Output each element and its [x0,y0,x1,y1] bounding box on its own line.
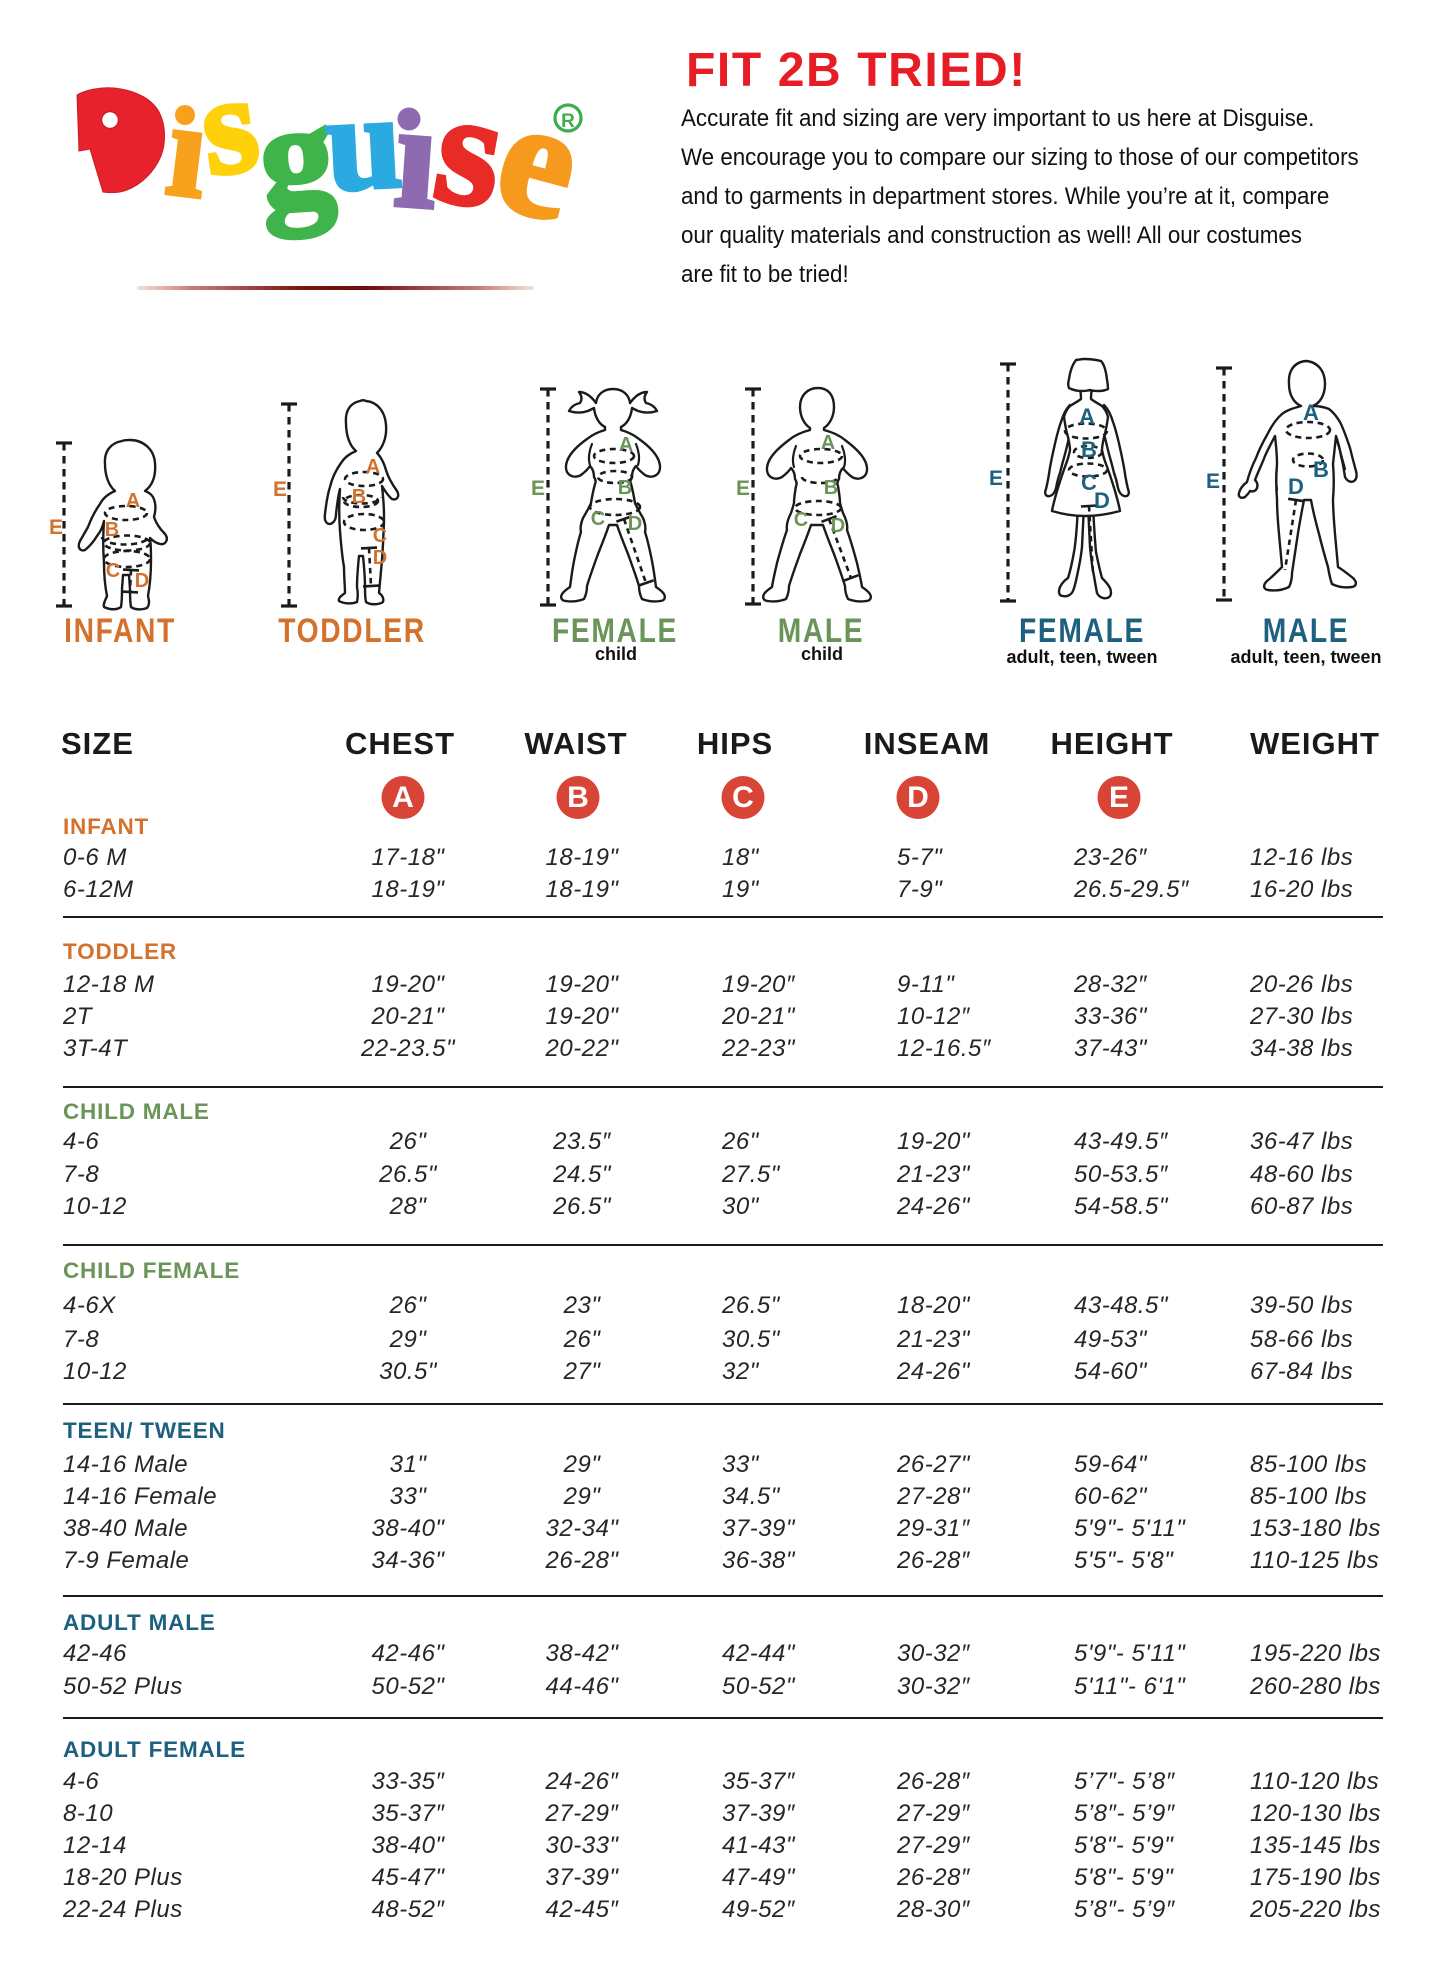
svg-text:B: B [618,477,632,499]
svg-text:g: g [254,72,339,241]
svg-text:B: B [105,519,119,541]
svg-text:u: u [322,67,405,220]
svg-text:E: E [531,477,545,500]
svg-text:D: D [628,513,642,535]
svg-text:A: A [821,432,835,454]
svg-text:D: D [1094,488,1110,513]
svg-text:E: E [989,467,1003,490]
svg-text:E: E [49,516,63,539]
svg-text:E: E [273,478,287,501]
svg-text:R: R [561,111,575,132]
svg-text:D: D [373,547,387,569]
svg-text:C: C [591,508,605,530]
svg-text:D: D [1288,474,1304,499]
svg-text:A: A [1079,404,1095,429]
svg-text:B: B [1313,457,1329,482]
svg-text:D: D [831,515,845,537]
svg-text:C: C [373,525,387,547]
svg-text:A: A [619,434,633,456]
svg-text:B: B [1081,437,1097,462]
svg-text:C: C [794,509,808,531]
svg-text:C: C [106,560,120,582]
svg-text:C: C [1081,470,1097,495]
svg-text:D: D [135,570,149,592]
svg-text:A: A [366,456,380,478]
svg-text:A: A [1303,400,1319,425]
svg-text:E: E [736,477,750,500]
svg-text:B: B [824,477,838,499]
svg-text:A: A [126,490,140,512]
svg-text:B: B [352,486,366,508]
svg-text:E: E [1206,470,1220,493]
